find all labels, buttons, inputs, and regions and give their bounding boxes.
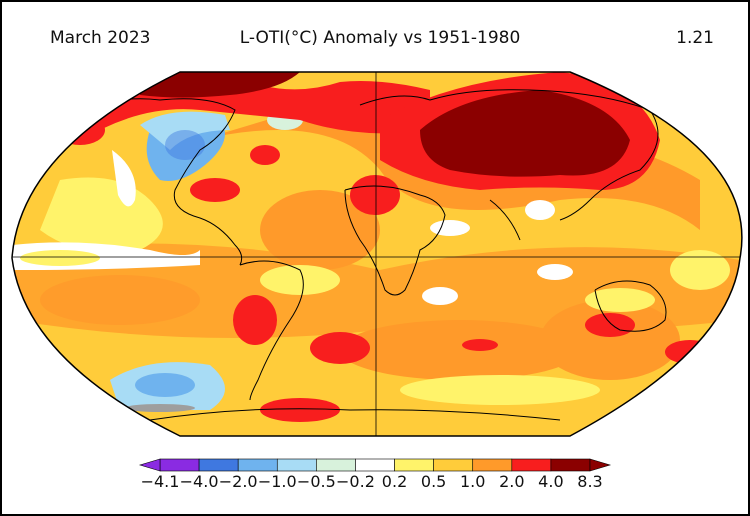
colorbar-tick-label: 0.5 xyxy=(420,472,447,491)
colorbar-swatch xyxy=(472,458,513,472)
colorbar-tick-label: 0.2 xyxy=(381,472,408,491)
coastlines xyxy=(79,89,667,421)
colorbar-tick-label: −4.0 xyxy=(179,472,219,491)
colorbar-tick-label: −4.1 xyxy=(140,472,180,491)
colorbar-swatch xyxy=(237,458,278,472)
colorbar-tick-label: 2.0 xyxy=(499,472,525,491)
colorbar-tick-label: −0.5 xyxy=(296,472,336,491)
colorbar-swatch xyxy=(316,458,356,472)
colorbar-max-arrow xyxy=(589,458,612,472)
colorbar-tick-label: −1.0 xyxy=(257,472,297,491)
colorbar-tick-label: −2.0 xyxy=(218,472,258,491)
anomaly-field xyxy=(12,72,742,436)
colorbar-tick-label: 8.3 xyxy=(577,472,603,491)
colorbar-swatch xyxy=(394,458,434,472)
map-title: L-OTI(°C) Anomaly vs 1951-1980 xyxy=(239,28,521,48)
colorbar-swatch xyxy=(433,458,474,472)
colorbar-tick-label: 1.0 xyxy=(459,472,486,491)
globe-outline xyxy=(11,71,743,437)
colorbar-tick-label: 4.0 xyxy=(538,472,564,491)
colorbar-swatch xyxy=(355,458,395,472)
month-label: March 2023 xyxy=(50,28,151,48)
colorbar-swatch xyxy=(198,458,239,472)
colorbar-swatch xyxy=(511,458,552,472)
colorbar-swatch xyxy=(276,458,317,472)
colorbar-swatch xyxy=(159,458,200,472)
global-mean-value: 1.21 xyxy=(676,28,714,48)
colorbar xyxy=(138,458,612,472)
colorbar-min-arrow xyxy=(138,458,161,472)
colorbar-swatch xyxy=(550,458,591,472)
colorbar-tick-label: −0.2 xyxy=(336,472,375,491)
